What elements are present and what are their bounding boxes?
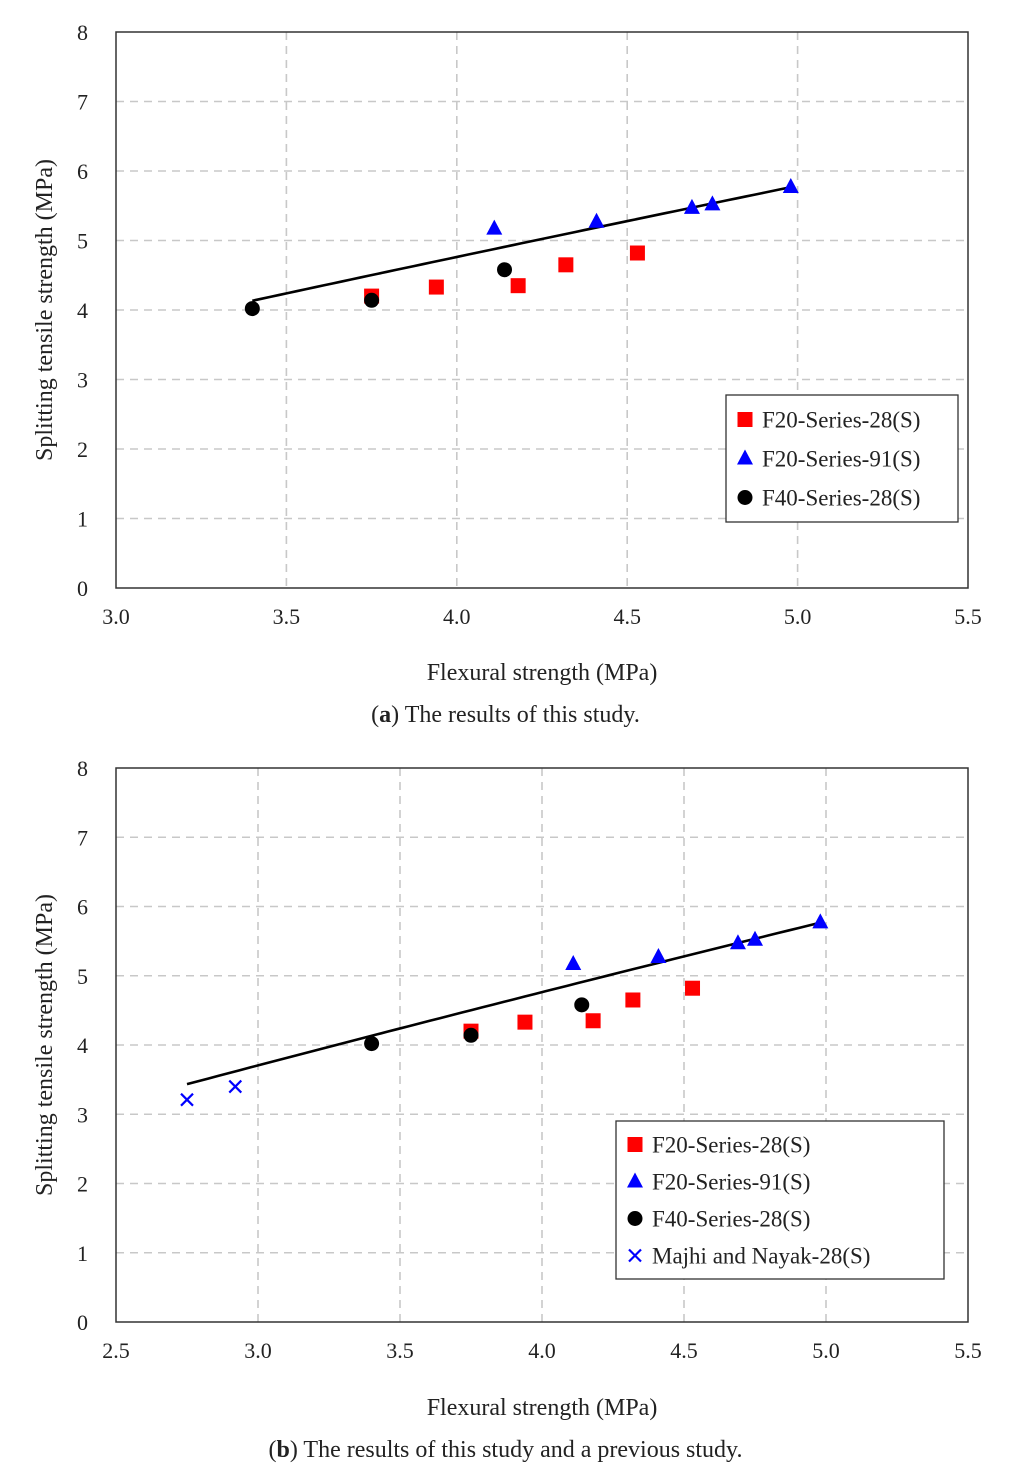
caption-b: (b) The results of this study and a prev…	[268, 1437, 743, 1463]
data-point	[428, 279, 444, 295]
x-tick-label: 4.5	[670, 1338, 698, 1363]
legend-label: F20-Series-91(S)	[652, 1170, 810, 1195]
legend-marker	[737, 412, 753, 427]
data-point	[812, 913, 829, 929]
chart-panel-a: 3.0 3.5 4.0 4.5 5.0 5.5 0 1 2 3 4 5 6 7 8 Flexural stre…	[32, 20, 982, 686]
data-point	[729, 934, 746, 950]
y-tick-label: 8	[77, 756, 88, 781]
y-axis-label: Splitting tensile strength (MPa)	[32, 894, 58, 1196]
data-point	[364, 292, 380, 308]
data-point	[486, 219, 503, 235]
data-point	[517, 1014, 533, 1030]
x-tick-label: 3.0	[102, 604, 130, 629]
trend-line	[186, 921, 821, 1086]
x-tick-label: 2.5	[102, 1338, 130, 1363]
y-tick-label: 6	[77, 895, 88, 920]
data-point	[650, 948, 667, 964]
data-point	[588, 212, 605, 228]
legend-label: F20-Series-28(S)	[652, 1133, 810, 1158]
data-point	[683, 198, 700, 214]
data-point	[510, 278, 526, 294]
data-point	[228, 1079, 243, 1094]
x-axis-label: Flexural strength (MPa)	[427, 1395, 658, 1421]
data-point	[747, 930, 763, 946]
data-point	[463, 1027, 479, 1043]
legend-marker	[737, 490, 753, 505]
legend-marker	[627, 1211, 643, 1226]
x-tick-label: 4.5	[613, 604, 641, 629]
chart-panel-b: 2.5 3.0 3.5 4.0 4.5 5.0 5.5 0 1 2 3 4 5 6 7 8 Flexural s…	[32, 756, 982, 1421]
y-axis-label: Splitting tensile strength (MPa)	[32, 159, 58, 461]
data-point	[685, 980, 701, 996]
y-tick-label: 3	[77, 368, 88, 393]
data-point	[629, 245, 645, 261]
y-tick-label: 2	[77, 1172, 88, 1197]
plot-frame	[115, 767, 969, 1323]
x-tick-label: 3.5	[273, 604, 301, 629]
y-tick-label: 7	[77, 825, 88, 850]
y-tick-label: 2	[77, 437, 88, 462]
legend-box	[615, 1120, 945, 1280]
legend-box	[725, 394, 959, 523]
legend-label: F40-Series-28(S)	[652, 1207, 810, 1232]
data-point	[782, 177, 799, 193]
y-tick-label: 4	[77, 1033, 88, 1058]
y-tick-label: 0	[77, 1310, 88, 1335]
x-tick-label: 5.5	[954, 604, 982, 629]
y-tick-label: 1	[77, 507, 88, 532]
legend-marker	[737, 449, 753, 465]
legend-label: F20-Series-28(S)	[762, 408, 920, 433]
y-tick-label: 8	[77, 20, 88, 45]
caption-a: (a) The results of this study.	[371, 702, 640, 728]
data-point	[364, 1036, 380, 1052]
trend-line	[252, 185, 792, 303]
x-tick-label: 5.5	[954, 1338, 982, 1363]
data-point	[180, 1092, 194, 1107]
y-tick-label: 5	[77, 964, 88, 989]
data-point	[565, 954, 582, 970]
x-tick-label: 5.0	[784, 604, 812, 629]
y-tick-label: 5	[77, 229, 88, 254]
legend-marker	[627, 1137, 643, 1152]
data-point	[244, 301, 260, 317]
x-axis-label: Flexural strength (MPa)	[427, 660, 658, 686]
y-tick-label: 6	[77, 159, 88, 184]
legend-label: F20-Series-91(S)	[762, 447, 920, 472]
legend-label: Majhi and Nayak-28(S)	[652, 1244, 870, 1269]
y-tick-label: 7	[77, 90, 88, 115]
y-tick-label: 1	[77, 1241, 88, 1266]
x-tick-label: 3.0	[244, 1338, 272, 1363]
plot-frame	[115, 31, 969, 589]
data-point	[558, 257, 574, 273]
data-point	[574, 997, 590, 1013]
x-tick-label: 4.0	[528, 1338, 556, 1363]
legend-label: F40-Series-28(S)	[762, 486, 920, 511]
y-tick-label: 0	[77, 576, 88, 601]
data-point	[585, 1013, 601, 1029]
x-tick-label: 5.0	[812, 1338, 840, 1363]
x-tick-label: 4.0	[443, 604, 471, 629]
data-point	[625, 992, 641, 1008]
y-tick-label: 3	[77, 1102, 88, 1127]
data-point	[704, 195, 721, 211]
legend-marker	[627, 1172, 643, 1188]
x-tick-label: 3.5	[386, 1338, 414, 1363]
y-tick-label: 4	[77, 298, 88, 323]
data-point	[497, 262, 513, 278]
legend-marker	[628, 1248, 642, 1263]
